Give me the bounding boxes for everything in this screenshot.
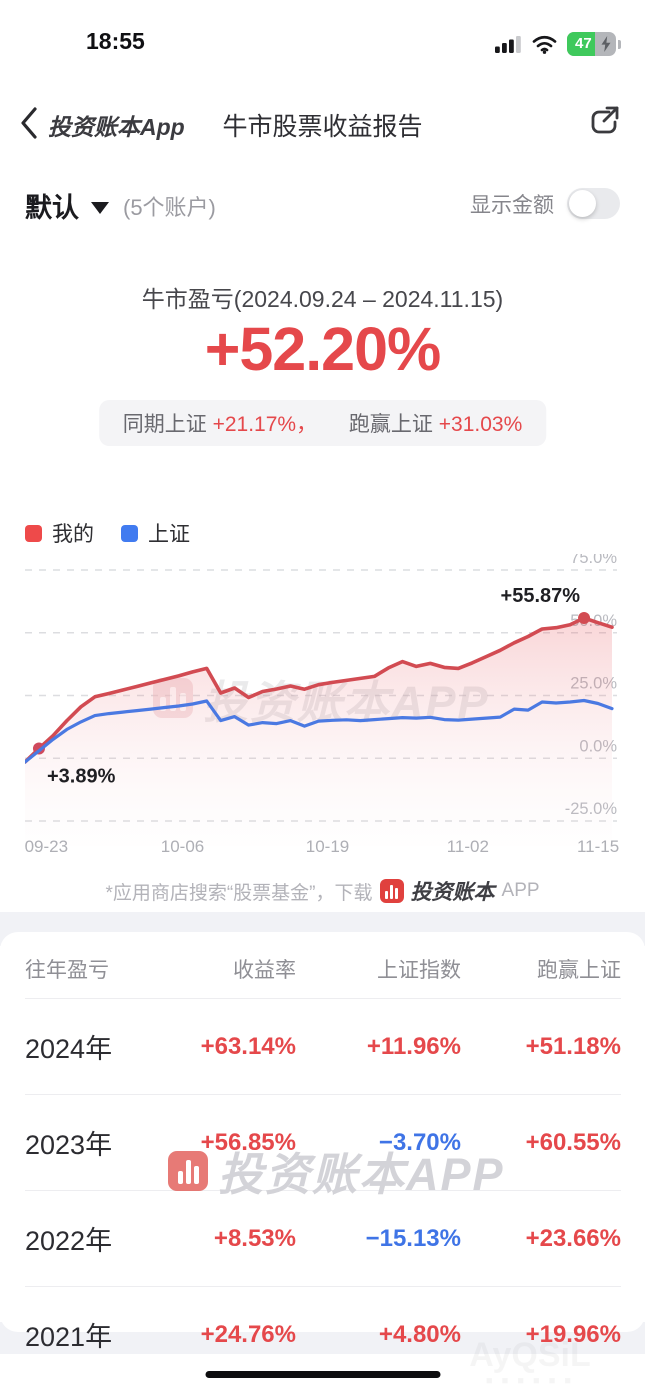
x-axis-label: 10-19 — [306, 837, 349, 856]
year-cell: 2021年 — [25, 1322, 113, 1352]
series-line-index — [23, 698, 614, 764]
period-title: 牛市盈亏(2024.09.24 – 2024.11.15) — [141, 286, 504, 312]
outperform-label: 跑赢上证 — [348, 413, 433, 436]
value-cell: +24.76% — [200, 1320, 296, 1348]
annotation-end: +55.87% — [501, 585, 581, 607]
col-header-outperform: 跑赢上证 — [537, 959, 621, 982]
value-cell: +19.96% — [525, 1320, 621, 1348]
y-axis-label: 75.0% — [570, 554, 617, 567]
battery-fill — [567, 32, 596, 56]
home-indicator — [205, 1371, 440, 1378]
benchmark-pill: 同期上证 +21.17%， 跑赢上证 +31.03% — [98, 400, 547, 446]
app-logo-icon — [379, 879, 404, 903]
x-axis-label: 11-02 — [447, 837, 489, 856]
back-button[interactable] — [18, 106, 40, 140]
status-icons: 47 — [495, 32, 621, 56]
table-row: 2022年 +8.53% −15.13% +23.66% — [0, 1191, 645, 1286]
benchmark-label: 同期上证 — [122, 413, 207, 436]
promo-footnote: *应用商店搜索“股票基金”，下载 投资账本 APP — [0, 876, 645, 906]
yearly-table-card: 往年盈亏 收益率 上证指数 跑赢上证 2024年 +63.14% +11.96% +5… — [0, 932, 645, 1352]
x-axis-label: 09-23 — [25, 837, 68, 856]
charging-bolt-icon — [601, 36, 611, 52]
account-count: (5个账户) — [123, 194, 216, 220]
header-divider — [25, 998, 621, 999]
legend-item-index: 上证 — [121, 518, 190, 548]
col-header-index: 上证指数 — [377, 959, 461, 982]
value-cell: +8.53% — [213, 1224, 296, 1252]
row-divider — [25, 1286, 621, 1287]
x-axis-label: 11-15 — [577, 837, 619, 856]
value-cell: +56.85% — [200, 1128, 296, 1156]
x-axis-label: 10-06 — [161, 837, 204, 856]
table-row: 2021年 +24.76% +4.80% +19.96% — [0, 1287, 645, 1382]
show-amount-label: 显示金额 — [470, 193, 554, 217]
year-cell: 2023年 — [25, 1130, 113, 1160]
value-cell: +60.55% — [525, 1128, 621, 1156]
chevron-down-icon — [91, 201, 109, 214]
table-body: 2024年 +63.14% +11.96% +51.18% 2023年 +56.85% −3… — [0, 999, 645, 1382]
page-title: 牛市股票收益报告 — [222, 113, 423, 141]
legend-item-mine: 我的 — [25, 518, 94, 548]
table-header: 往年盈亏 收益率 上证指数 跑赢上证 — [0, 932, 645, 998]
footnote-app: APP — [501, 880, 540, 901]
year-cell: 2022年 — [25, 1226, 113, 1256]
year-cell: 2024年 — [25, 1034, 113, 1064]
battery-percent: 47 — [575, 35, 592, 52]
series-line-mine — [23, 616, 614, 764]
value-cell: +11.96% — [366, 1032, 461, 1060]
toggle-knob — [569, 190, 596, 217]
value-cell: −3.70% — [378, 1128, 461, 1156]
outperform-value: +31.03% — [438, 413, 523, 436]
app-name[interactable]: 投资账本App — [48, 114, 185, 140]
battery-icon: 47 — [567, 32, 621, 56]
table-row: 2024年 +63.14% +11.96% +51.18% — [0, 999, 645, 1094]
share-button[interactable] — [587, 104, 621, 138]
cellular-signal-icon — [495, 35, 521, 53]
annotation-start: +3.89% — [47, 765, 116, 787]
value-cell: −15.13% — [365, 1224, 461, 1252]
account-selector-label: 默认 — [25, 193, 79, 223]
legend-swatch-red — [25, 524, 42, 542]
row-divider — [25, 1094, 621, 1095]
chart-legend: 我的 上证 — [25, 518, 190, 548]
legend-label: 我的 — [52, 523, 94, 546]
account-selector[interactable]: 默认 (5个账户) — [25, 186, 216, 225]
status-time: 18:55 — [86, 28, 145, 54]
nav-header: 投资账本App 牛市股票收益报告 — [0, 96, 645, 152]
footnote-brand: 投资账本 — [410, 881, 495, 904]
value-cell: +4.80% — [378, 1320, 461, 1348]
total-return-value: +52.20% — [204, 315, 442, 383]
screenshot-watermark: AyQSiL ■ ■ ■ ■ ■ ■ — [469, 1336, 591, 1387]
footnote-text: *应用商店搜索“股票基金”，下载 — [105, 882, 373, 904]
area-fill — [25, 618, 612, 846]
account-bar: 默认 (5个账户) 显示金额 — [0, 186, 645, 234]
end-dot — [578, 612, 591, 625]
col-header-return: 收益率 — [233, 959, 296, 982]
benchmark-value: +21.17%， — [212, 413, 318, 436]
show-amount-toggle[interactable] — [567, 188, 620, 219]
row-divider — [25, 1190, 621, 1191]
legend-label: 上证 — [148, 523, 190, 546]
value-cell: +51.18% — [525, 1032, 621, 1060]
legend-swatch-blue — [121, 524, 138, 542]
value-cell: +63.14% — [200, 1032, 296, 1060]
table-row: 2023年 +56.85% −3.70% +60.55% — [0, 1095, 645, 1190]
performance-chart[interactable]: 75.0%50.0%25.0%0.0%-25.0%投资账本APP+3.89%+5… — [23, 549, 621, 858]
value-cell: +23.66% — [525, 1224, 621, 1252]
col-header-year: 往年盈亏 — [25, 959, 109, 982]
wifi-icon — [532, 35, 557, 54]
